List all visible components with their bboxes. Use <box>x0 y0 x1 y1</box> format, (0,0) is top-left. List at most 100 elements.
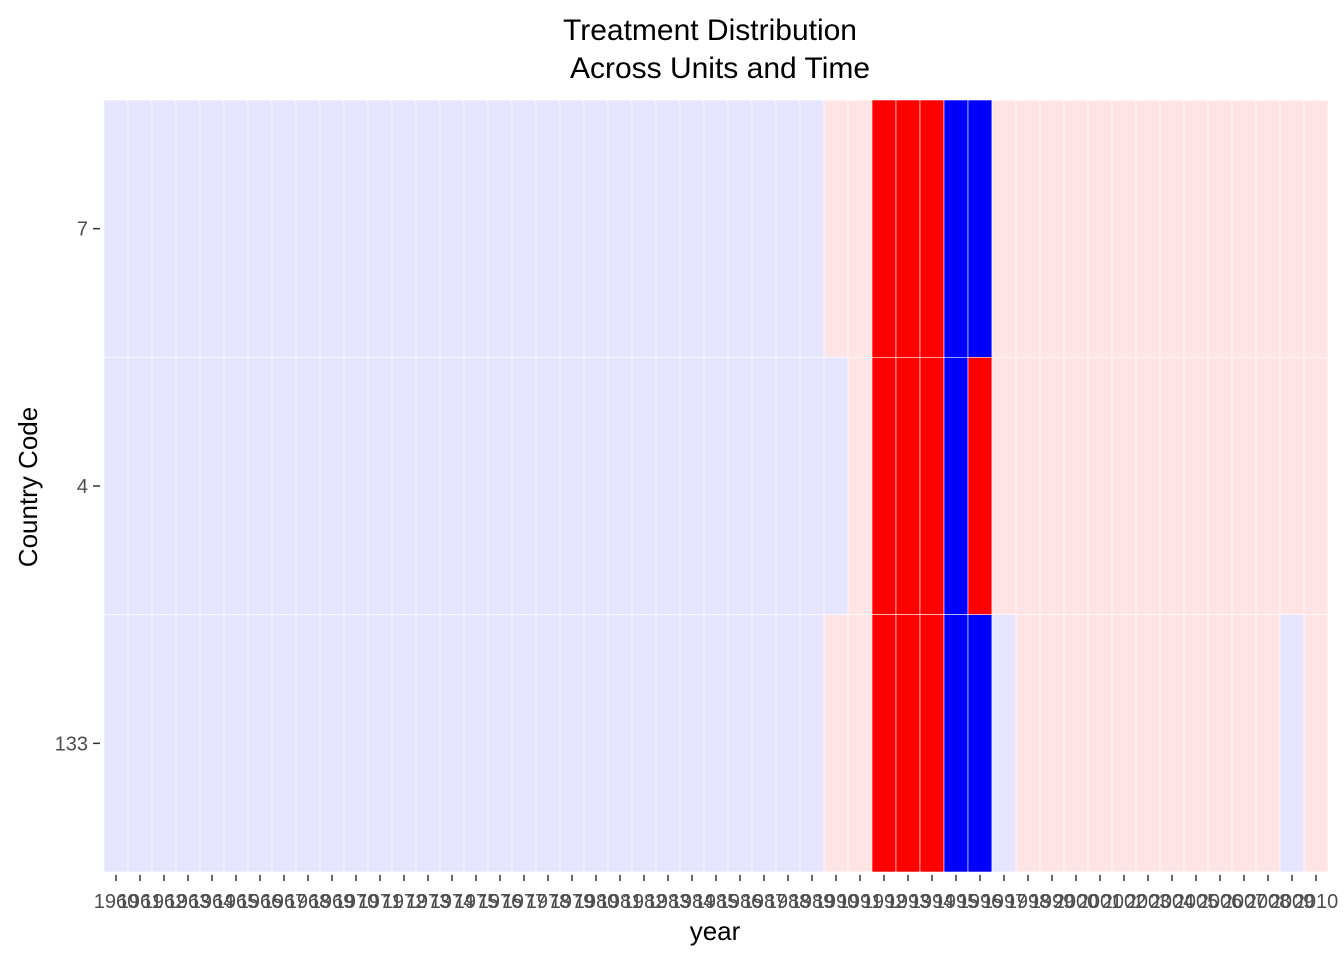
x-tick-label: 1985 <box>694 891 739 913</box>
heatmap-cell-133-1975 <box>463 614 489 873</box>
heatmap-cell-133-1991 <box>847 614 873 873</box>
heatmap-cell-133-1962 <box>151 614 177 873</box>
heatmap-cell-133-1965 <box>223 614 249 873</box>
x-tick-label: 1975 <box>454 891 499 913</box>
y-tick-label: 4 <box>77 476 88 498</box>
heatmap-cell-7-1993 <box>895 99 921 358</box>
heatmap-cell-7-2000 <box>1063 99 1089 358</box>
heatmap-cell-7-1994 <box>919 99 945 358</box>
heatmap-cell-4-1993 <box>895 357 921 615</box>
heatmap-cell-4-1960 <box>103 357 129 615</box>
heatmap-cell-133-1961 <box>127 614 153 873</box>
heatmap-cell-4-1971 <box>367 357 393 615</box>
heatmap-cell-4-2002 <box>1111 357 1137 615</box>
heatmap-cell-7-1996 <box>967 99 993 358</box>
heatmap-cell-133-1976 <box>487 614 513 873</box>
heatmap-cell-133-2007 <box>1231 614 1257 873</box>
x-tick-label: 1974 <box>430 891 475 913</box>
x-tick-label: 2005 <box>1174 891 1219 913</box>
heatmap-cell-133-2009 <box>1279 614 1305 873</box>
x-tick-label: 1977 <box>502 891 547 913</box>
heatmap-cell-133-2006 <box>1207 614 1233 873</box>
heatmap-cell-7-1999 <box>1039 99 1065 358</box>
heatmap-cell-133-1993 <box>895 614 921 873</box>
x-tick-label: 1961 <box>118 891 163 913</box>
heatmap-cell-7-1963 <box>175 99 201 358</box>
heatmap-cell-133-2000 <box>1063 614 1089 873</box>
x-tick-label: 1996 <box>958 891 1003 913</box>
x-tick-label: 1994 <box>910 891 955 913</box>
heatmap-cell-133-1985 <box>703 614 729 873</box>
heatmap-cell-4-2001 <box>1087 357 1113 615</box>
x-tick-label: 2006 <box>1198 891 1243 913</box>
plot-area <box>103 99 1329 873</box>
heatmap-cell-4-1974 <box>439 357 465 615</box>
heatmap-cell-133-1963 <box>175 614 201 873</box>
heatmap-cell-133-1979 <box>559 614 585 873</box>
heatmap-cell-4-2008 <box>1255 357 1281 615</box>
heatmap-cell-4-2009 <box>1279 357 1305 615</box>
heatmap-cell-4-1976 <box>487 357 513 615</box>
heatmap-cell-133-1994 <box>919 614 945 873</box>
heatmap-cell-7-1974 <box>439 99 465 358</box>
heatmap-cell-4-1981 <box>607 357 633 615</box>
x-tick-label: 2002 <box>1102 891 1147 913</box>
heatmap-cell-7-1973 <box>415 99 441 358</box>
heatmap-cell-133-1986 <box>727 614 753 873</box>
heatmap-cell-4-2004 <box>1159 357 1185 615</box>
heatmap-cell-4-1998 <box>1015 357 1041 615</box>
heatmap-cell-7-1969 <box>319 99 345 358</box>
heatmap-cell-133-1966 <box>247 614 273 873</box>
heatmap-cell-4-1963 <box>175 357 201 615</box>
x-tick-label: 1983 <box>646 891 691 913</box>
heatmap-cell-7-1997 <box>991 99 1017 358</box>
x-tick-label: 1997 <box>982 891 1027 913</box>
heatmap-cell-7-1960 <box>103 99 129 358</box>
x-tick-label: 2010 <box>1294 891 1339 913</box>
heatmap-cell-4-1982 <box>631 357 657 615</box>
heatmap-cell-4-1996 <box>967 357 993 615</box>
x-tick-label: 1980 <box>574 891 619 913</box>
heatmap-cell-4-1975 <box>463 357 489 615</box>
heatmap-cell-4-1997 <box>991 357 1017 615</box>
heatmap-cell-4-1986 <box>727 357 753 615</box>
x-tick-label: 1982 <box>622 891 667 913</box>
heatmap-cell-133-1996 <box>967 614 993 873</box>
heatmap-cell-7-1980 <box>583 99 609 358</box>
x-tick-label: 1990 <box>814 891 859 913</box>
heatmap-cell-4-1972 <box>391 357 417 615</box>
heatmap-cell-7-1986 <box>727 99 753 358</box>
heatmap-cell-7-1987 <box>751 99 777 358</box>
heatmap-cell-7-1964 <box>199 99 225 358</box>
heatmap-cell-133-1995 <box>943 614 969 873</box>
heatmap-cell-133-1982 <box>631 614 657 873</box>
heatmap-cell-7-1962 <box>151 99 177 358</box>
heatmap-cell-7-1972 <box>391 99 417 358</box>
x-tick-label: 1972 <box>382 891 427 913</box>
heatmap-cell-7-1995 <box>943 99 969 358</box>
heatmap-cell-7-1990 <box>823 99 849 358</box>
heatmap-cell-4-1985 <box>703 357 729 615</box>
heatmap-cell-4-1969 <box>319 357 345 615</box>
heatmap-cell-7-1976 <box>487 99 513 358</box>
y-tick-label: 133 <box>55 733 88 755</box>
heatmap-cell-4-1973 <box>415 357 441 615</box>
heatmap-cell-4-2000 <box>1063 357 1089 615</box>
x-tick-label: 1986 <box>718 891 763 913</box>
heatmap-cell-4-1977 <box>511 357 537 615</box>
chart-title-line-1: Treatment Distribution <box>563 14 857 47</box>
heatmap-cell-4-2006 <box>1207 357 1233 615</box>
heatmap-cell-7-2005 <box>1183 99 1209 358</box>
heatmap-cell-133-2002 <box>1111 614 1137 873</box>
heatmap-cell-7-2001 <box>1087 99 1113 358</box>
heatmap-cell-4-1992 <box>871 357 897 615</box>
heatmap-cell-133-2001 <box>1087 614 1113 873</box>
heatmap-cell-4-2010 <box>1303 357 1329 615</box>
x-axis: 1960196119621963196419651966196719681969… <box>94 875 1339 913</box>
heatmap-cell-4-1962 <box>151 357 177 615</box>
x-tick-label: 1984 <box>670 891 715 913</box>
heatmap-cell-133-1988 <box>775 614 801 873</box>
chart-title: Treatment Distribution Across Units and … <box>563 14 870 85</box>
x-tick-label: 2004 <box>1150 891 1195 913</box>
heatmap-cell-4-1964 <box>199 357 225 615</box>
